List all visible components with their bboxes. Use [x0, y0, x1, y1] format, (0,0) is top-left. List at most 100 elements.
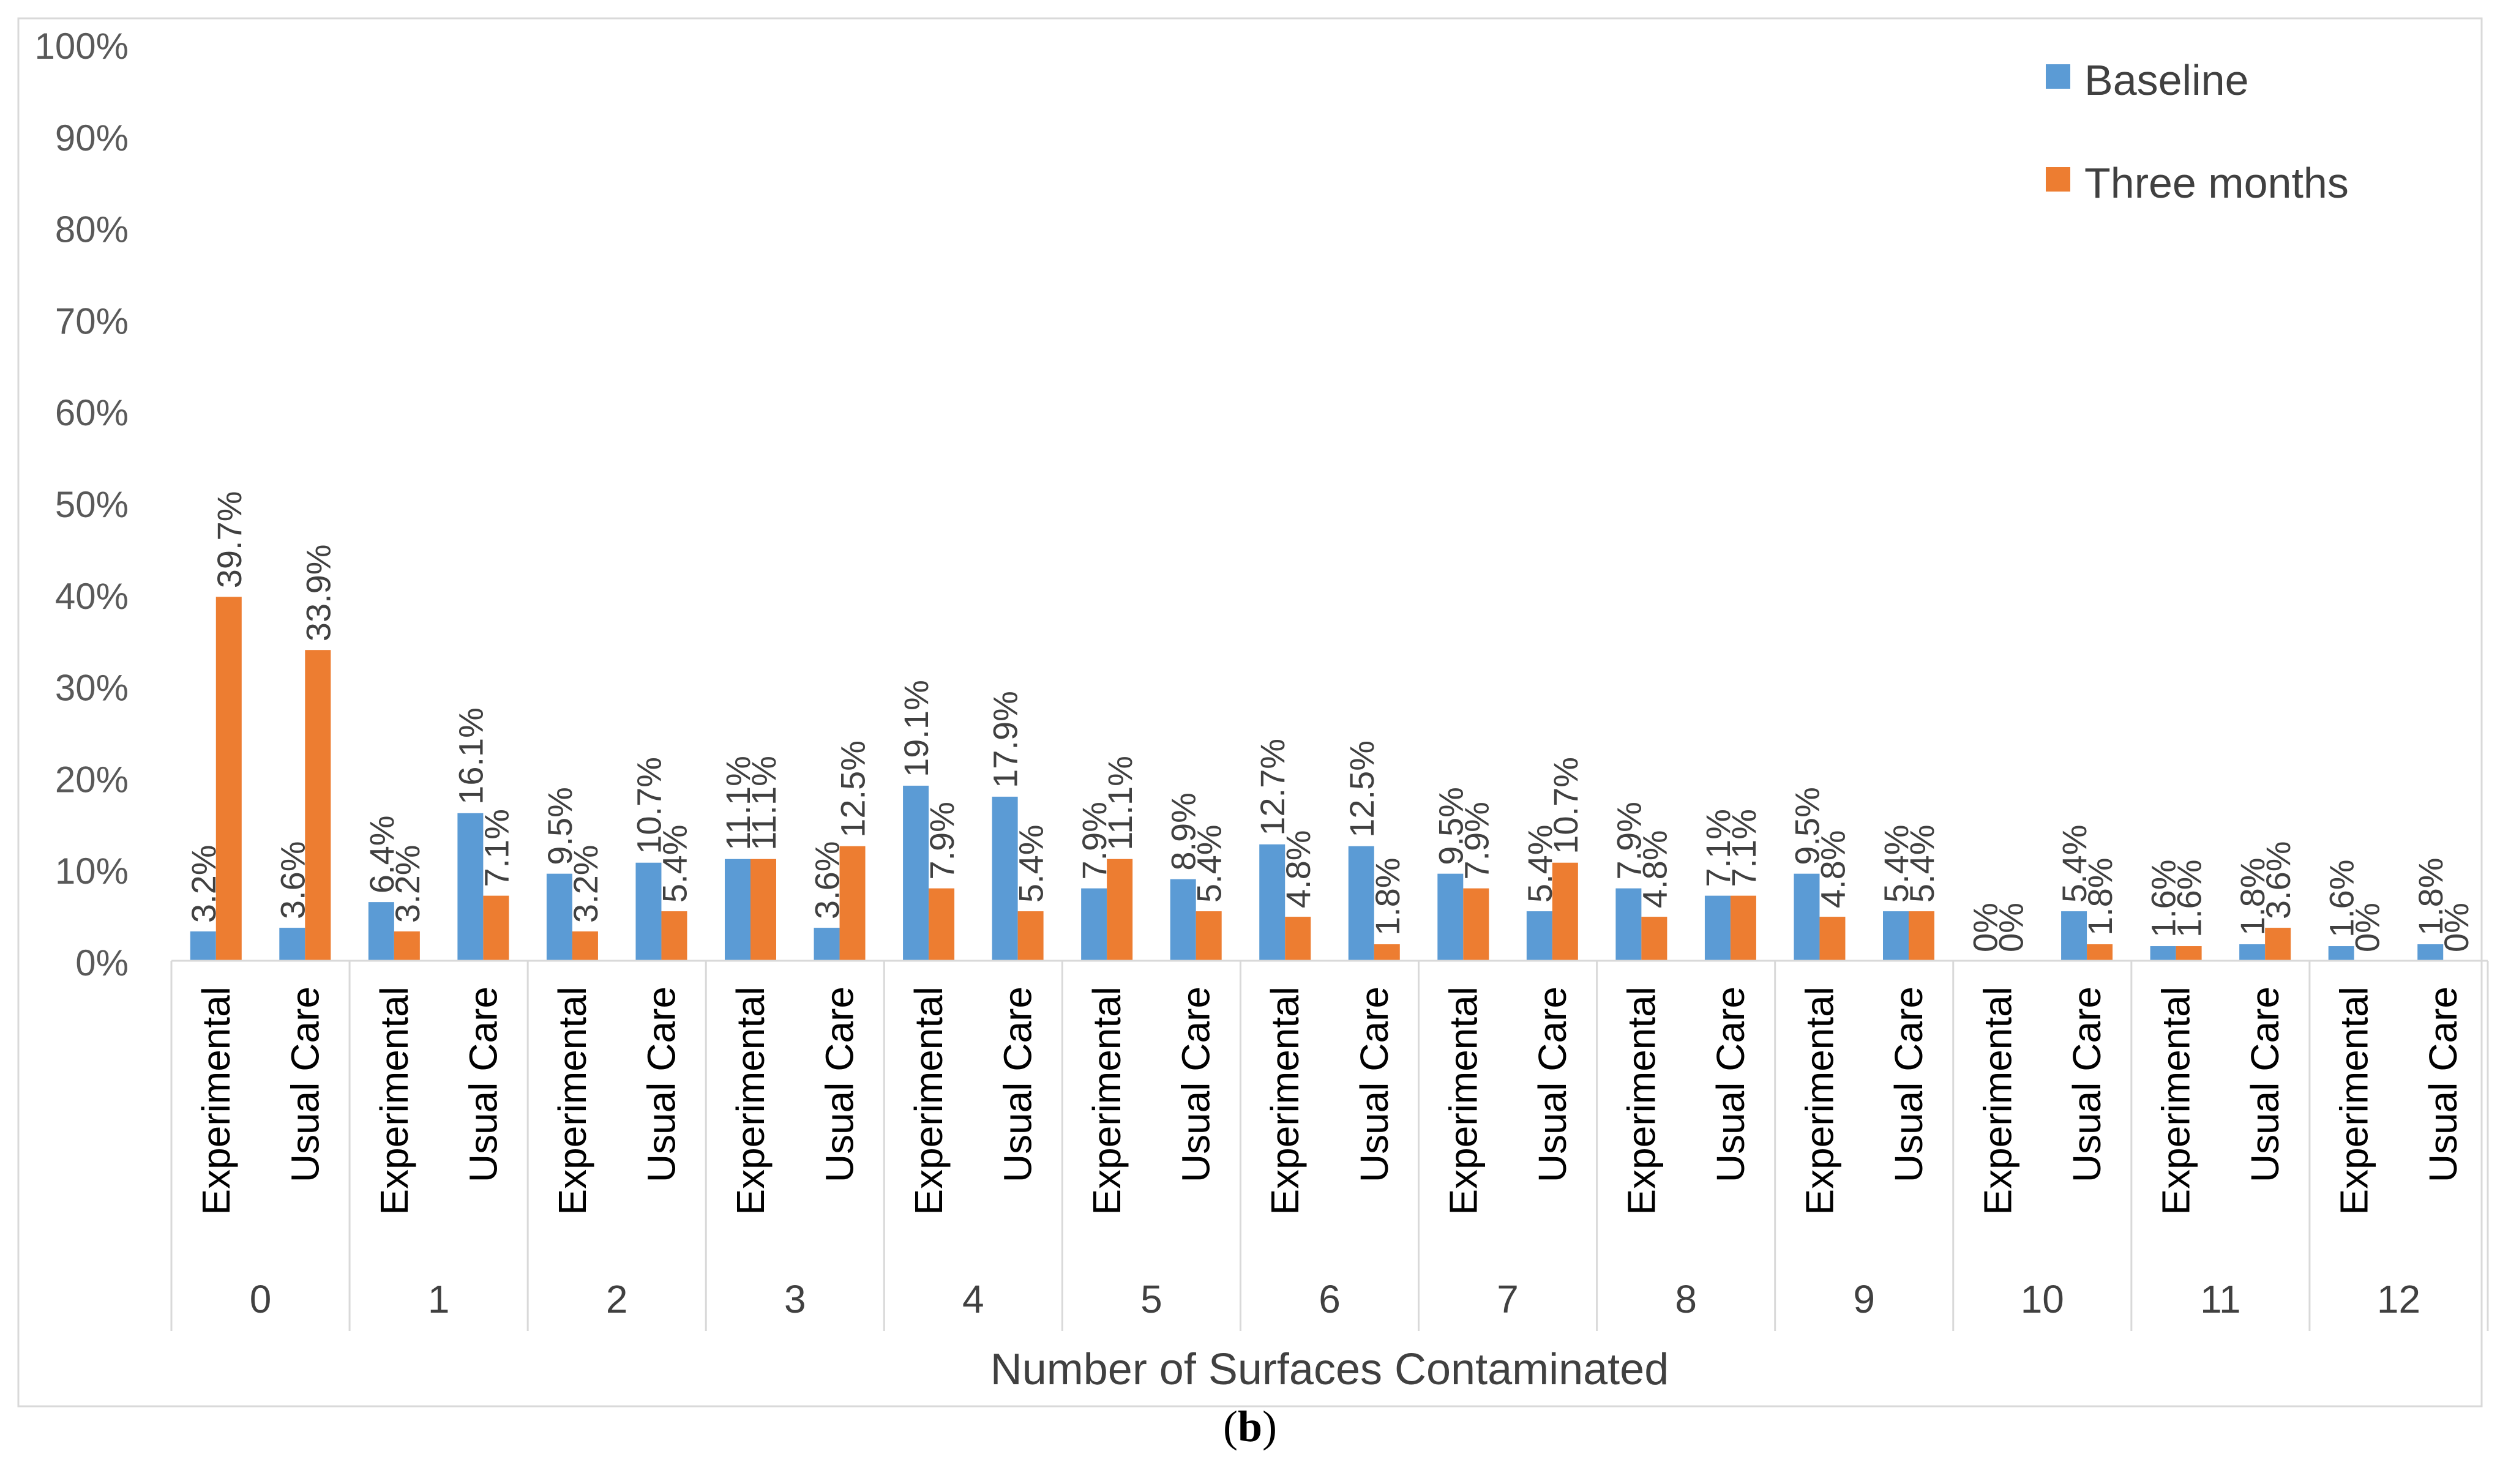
x-subcategory-label: Usual Care: [818, 986, 862, 1182]
bar-three-months: [1017, 911, 1044, 961]
x-subcategory-label: Experimental: [1976, 986, 2020, 1215]
x-axis-title: Number of Surfaces Contaminated: [990, 1345, 1669, 1394]
data-label: 5.4%: [1012, 824, 1050, 903]
data-label: 11.1%: [1101, 756, 1139, 851]
data-label: 7.9%: [923, 802, 961, 880]
x-subcategory-label: Experimental: [1441, 986, 1485, 1215]
caption-letter: b: [1237, 1402, 1263, 1451]
x-subcategory-label: Usual Care: [461, 986, 505, 1182]
bar-baseline: [1794, 873, 1820, 961]
bar-baseline: [1526, 911, 1552, 961]
bar-three-months: [572, 931, 598, 961]
data-label: 7.9%: [1609, 802, 1648, 880]
bar-baseline: [725, 859, 750, 961]
y-tick-label: 70%: [55, 300, 129, 341]
x-subcategory-label: Usual Care: [1352, 986, 1396, 1182]
legend-label: Baseline: [2084, 56, 2249, 104]
data-label: 7.1%: [1699, 809, 1737, 887]
x-group-label: 7: [1497, 1277, 1519, 1321]
y-tick-label: 100%: [35, 26, 129, 67]
data-label: 9.5%: [1787, 787, 1826, 865]
bar-three-months: [305, 650, 331, 961]
data-label: 7.9%: [1075, 802, 1113, 880]
caption-close: ): [1262, 1402, 1277, 1451]
bar-baseline: [635, 862, 662, 961]
bar-three-months: [1374, 944, 1400, 961]
x-subcategory-label: Experimental: [550, 986, 594, 1215]
bar-baseline: [1615, 888, 1642, 961]
x-subcategory-label: Usual Care: [2421, 986, 2465, 1182]
x-axis: Experimental Usual Care Experimental Usual …: [170, 960, 2489, 1331]
bar-baseline: [903, 785, 929, 961]
x-subcategory-label: Usual Care: [1887, 986, 1931, 1182]
data-label: 3.2%: [566, 845, 605, 923]
legend-label: Three months: [2084, 159, 2349, 207]
data-label: 1.8%: [1368, 857, 1407, 936]
data-label: 3.6%: [273, 841, 312, 919]
data-label: 5.4%: [1521, 824, 1559, 903]
x-group-label: 6: [1319, 1277, 1341, 1321]
y-tick-label: 30%: [55, 668, 129, 709]
y-tick-label: 0%: [75, 942, 129, 983]
x-subcategory-label: Experimental: [1263, 986, 1307, 1215]
bar-three-months: [1730, 895, 1756, 961]
data-label: 1.6%: [2144, 859, 2183, 938]
data-label: 0%: [1992, 903, 2030, 952]
data-label: 11.1%: [719, 756, 757, 851]
bar-baseline: [2328, 946, 2354, 961]
bar-three-months: [2087, 944, 2113, 961]
x-group-label: 1: [428, 1277, 450, 1321]
value-labels-layer: 3.2%39.7%3.6%33.9%6.4%3.2%16.1%7.1% 9.5%3…: [184, 491, 2476, 952]
data-label: 3.2%: [388, 845, 427, 923]
x-subcategory-label: Usual Care: [1174, 986, 1218, 1182]
data-label: 7.1%: [1724, 809, 1763, 887]
bar-three-months: [929, 888, 955, 961]
bar-baseline: [368, 902, 394, 961]
data-label: 5.4%: [1877, 824, 1915, 903]
x-group-label: 0: [250, 1277, 272, 1321]
data-label: 16.1%: [451, 707, 490, 805]
data-label: 4.8%: [1279, 830, 1317, 908]
bar-three-months: [1107, 859, 1133, 961]
x-subcategory-label: Usual Care: [2065, 986, 2109, 1182]
bar-baseline: [2239, 944, 2266, 961]
bar-baseline: [279, 928, 305, 961]
data-label: 3.2%: [184, 845, 223, 923]
x-group-label: 3: [784, 1277, 806, 1321]
x-group-label: 12: [2377, 1277, 2420, 1321]
bar-three-months: [1909, 911, 1934, 961]
bars-layer: [190, 597, 2444, 961]
x-subcategory-label: Usual Care: [639, 986, 683, 1182]
bar-baseline: [1259, 844, 1286, 961]
x-subcategory-label: Usual Care: [1708, 986, 1753, 1182]
x-subcategory-label: Experimental: [1797, 986, 1841, 1215]
data-label: 4.8%: [1635, 830, 1674, 908]
data-label: 3.6%: [2259, 841, 2297, 919]
bar-baseline: [190, 931, 216, 961]
data-label: 0%: [2348, 903, 2387, 952]
data-label: 3.6%: [808, 841, 847, 919]
data-label: 7.9%: [1457, 802, 1495, 880]
bar-three-months: [2265, 928, 2291, 961]
x-group-label: 4: [962, 1277, 984, 1321]
bar-baseline: [1437, 873, 1464, 961]
bar-baseline: [1704, 895, 1731, 961]
data-label: 1.8%: [2233, 857, 2272, 936]
x-subcategory-label: Experimental: [2154, 986, 2198, 1215]
bar-three-months: [1463, 888, 1489, 961]
x-group-label: 9: [1853, 1277, 1875, 1321]
data-label: 4.8%: [1813, 830, 1852, 908]
bar-three-months: [394, 931, 420, 961]
bar-baseline: [1883, 911, 1909, 961]
data-label: 1.6%: [2170, 859, 2209, 938]
chart-border: [17, 17, 2483, 1408]
bar-three-months: [1196, 911, 1222, 961]
bar-baseline: [814, 928, 840, 961]
bar-three-months: [1641, 917, 1667, 961]
x-subcategory-label: Usual Care: [2243, 986, 2287, 1182]
bar-three-months: [661, 911, 687, 961]
data-label: 19.1%: [897, 680, 935, 777]
data-label: 7.1%: [477, 809, 515, 887]
bar-baseline: [2417, 944, 2444, 961]
